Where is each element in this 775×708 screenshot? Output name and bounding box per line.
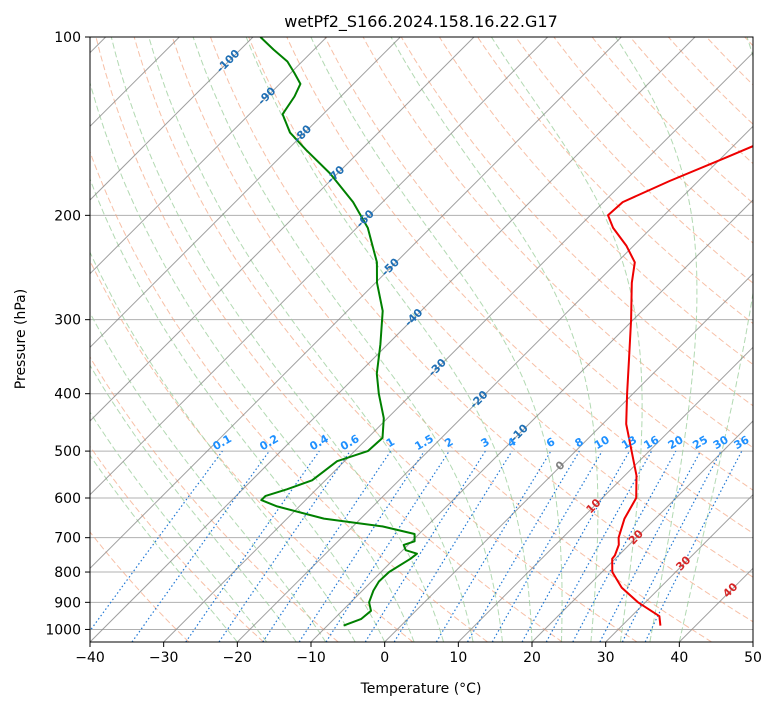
mixing-ratio-line: [545, 450, 653, 642]
y-tick-label: 400: [54, 387, 81, 403]
mixing-ratio-line: [466, 450, 580, 642]
y-tick-label: 200: [54, 208, 81, 224]
dry-adiabat-line: [515, 37, 753, 284]
x-tick-label: 20: [523, 650, 541, 666]
x-tick-label: −20: [223, 650, 253, 666]
mixing-ratio-line: [491, 450, 603, 642]
mixing-ratio-line: [185, 450, 320, 642]
y-tick-label: 300: [54, 313, 81, 329]
dry-adiabat-line: [324, 37, 753, 491]
chart-title: wetPf2_S166.2024.158.16.22.G17: [284, 12, 558, 32]
isotherm-line: [90, 37, 696, 642]
isotherm-line: [384, 272, 753, 642]
isotherm-line: [457, 346, 753, 642]
mixing-ratio-line: [90, 450, 223, 632]
mixing-ratio-line: [521, 450, 631, 642]
x-axis-title: Temperature (°C): [360, 681, 482, 697]
dry-adiabat-line: [210, 37, 753, 623]
moist-adiabat-line: [90, 251, 356, 642]
y-tick-label: 800: [54, 565, 81, 581]
isotherm-line: [236, 125, 753, 642]
plot-frame: [89, 36, 754, 643]
isotherm-line: [90, 37, 549, 496]
x-tick-label: 50: [744, 650, 762, 666]
dry-adiabat-line: [286, 37, 753, 534]
y-tick-label: 100: [54, 30, 81, 46]
mixing-ratio-line: [218, 450, 351, 642]
mixing-ratio-lines: [90, 450, 743, 642]
moist-adiabat-line: [90, 81, 415, 642]
moist-adiabat-line: [90, 364, 297, 642]
plot-area: -100-90-80-70-60-50-40-30-20-100 0.1 0.2 0…: [90, 37, 753, 642]
dry-adiabat-line: [90, 150, 488, 642]
dry-adiabat-line: [95, 37, 563, 642]
mixing-ratio-line: [364, 450, 486, 642]
dry-adiabat-line: [248, 37, 753, 578]
moist-adiabat-line: [90, 454, 238, 642]
moist-adiabat-line: [192, 37, 503, 642]
x-tick-label: 30: [597, 650, 615, 666]
mixing-ratio-line: [131, 450, 270, 642]
isotherm-line: [163, 51, 753, 642]
mixing-ratio-line: [325, 450, 450, 642]
isotherm-line: [90, 37, 254, 201]
dewpoint-profile-line: [259, 37, 418, 627]
x-axis-ticks: −40 −30 −20 −10 0 10 20 30 40 50: [75, 642, 762, 666]
moist-adiabat-line: [678, 37, 753, 642]
x-tick-label: 0: [380, 650, 389, 666]
dry-adiabat-line: [477, 37, 753, 325]
mixing-ratio-line: [435, 450, 552, 642]
moist-adiabat-line: [615, 37, 698, 642]
moist-adiabat-line: [90, 411, 268, 642]
y-axis-ticks: 1000 900 800 700 600 500 400 300 200 100: [45, 30, 90, 638]
moist-adiabat-line: [310, 37, 563, 642]
x-tick-label: −30: [149, 650, 179, 666]
y-tick-label: 700: [54, 531, 81, 547]
x-tick-label: 10: [449, 650, 467, 666]
dry-adiabat-line: [90, 259, 414, 642]
moist-adiabat-line: [110, 37, 445, 642]
y-tick-label: 600: [54, 491, 81, 507]
y-tick-label: 1000: [45, 622, 81, 638]
dry-adiabat-line: [553, 37, 753, 244]
dry-adiabat-line: [591, 37, 753, 204]
x-tick-label: 40: [670, 650, 688, 666]
dry-adiabat-line: [438, 37, 753, 366]
x-tick-label: −10: [296, 650, 326, 666]
moist-adiabat-line: [390, 37, 599, 642]
y-tick-label: 900: [54, 595, 81, 611]
dry-adiabat-line: [133, 37, 638, 642]
dry-adiabat-line: [90, 356, 339, 642]
x-tick-label: −40: [75, 650, 105, 666]
mixing-ratio-line: [572, 450, 677, 642]
isotherm-line: [531, 420, 753, 642]
isotherm-line: [90, 37, 401, 349]
dry-adiabat-line: [90, 531, 190, 642]
isotherm-line: [90, 37, 475, 422]
mixing-ratio-line: [393, 450, 513, 642]
profile-series: [259, 37, 753, 627]
temperature-profile-line: [607, 145, 753, 626]
dry-adiabat-line: [629, 37, 753, 165]
isotherm-line: [90, 37, 622, 570]
isotherm-line: [90, 37, 328, 275]
y-axis-title: Pressure (hPa): [13, 289, 29, 389]
dry-adiabat-line: [400, 37, 753, 407]
y-tick-label: 500: [54, 444, 81, 460]
isotherm-line: [605, 493, 753, 642]
moist-adiabat-line: [148, 37, 474, 642]
